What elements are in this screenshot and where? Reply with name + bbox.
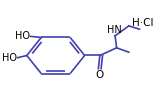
Text: H·Cl: H·Cl <box>132 18 153 28</box>
Text: O: O <box>96 70 104 80</box>
Text: HO: HO <box>2 53 17 63</box>
Text: HN: HN <box>107 25 122 35</box>
Text: HO: HO <box>15 31 30 41</box>
